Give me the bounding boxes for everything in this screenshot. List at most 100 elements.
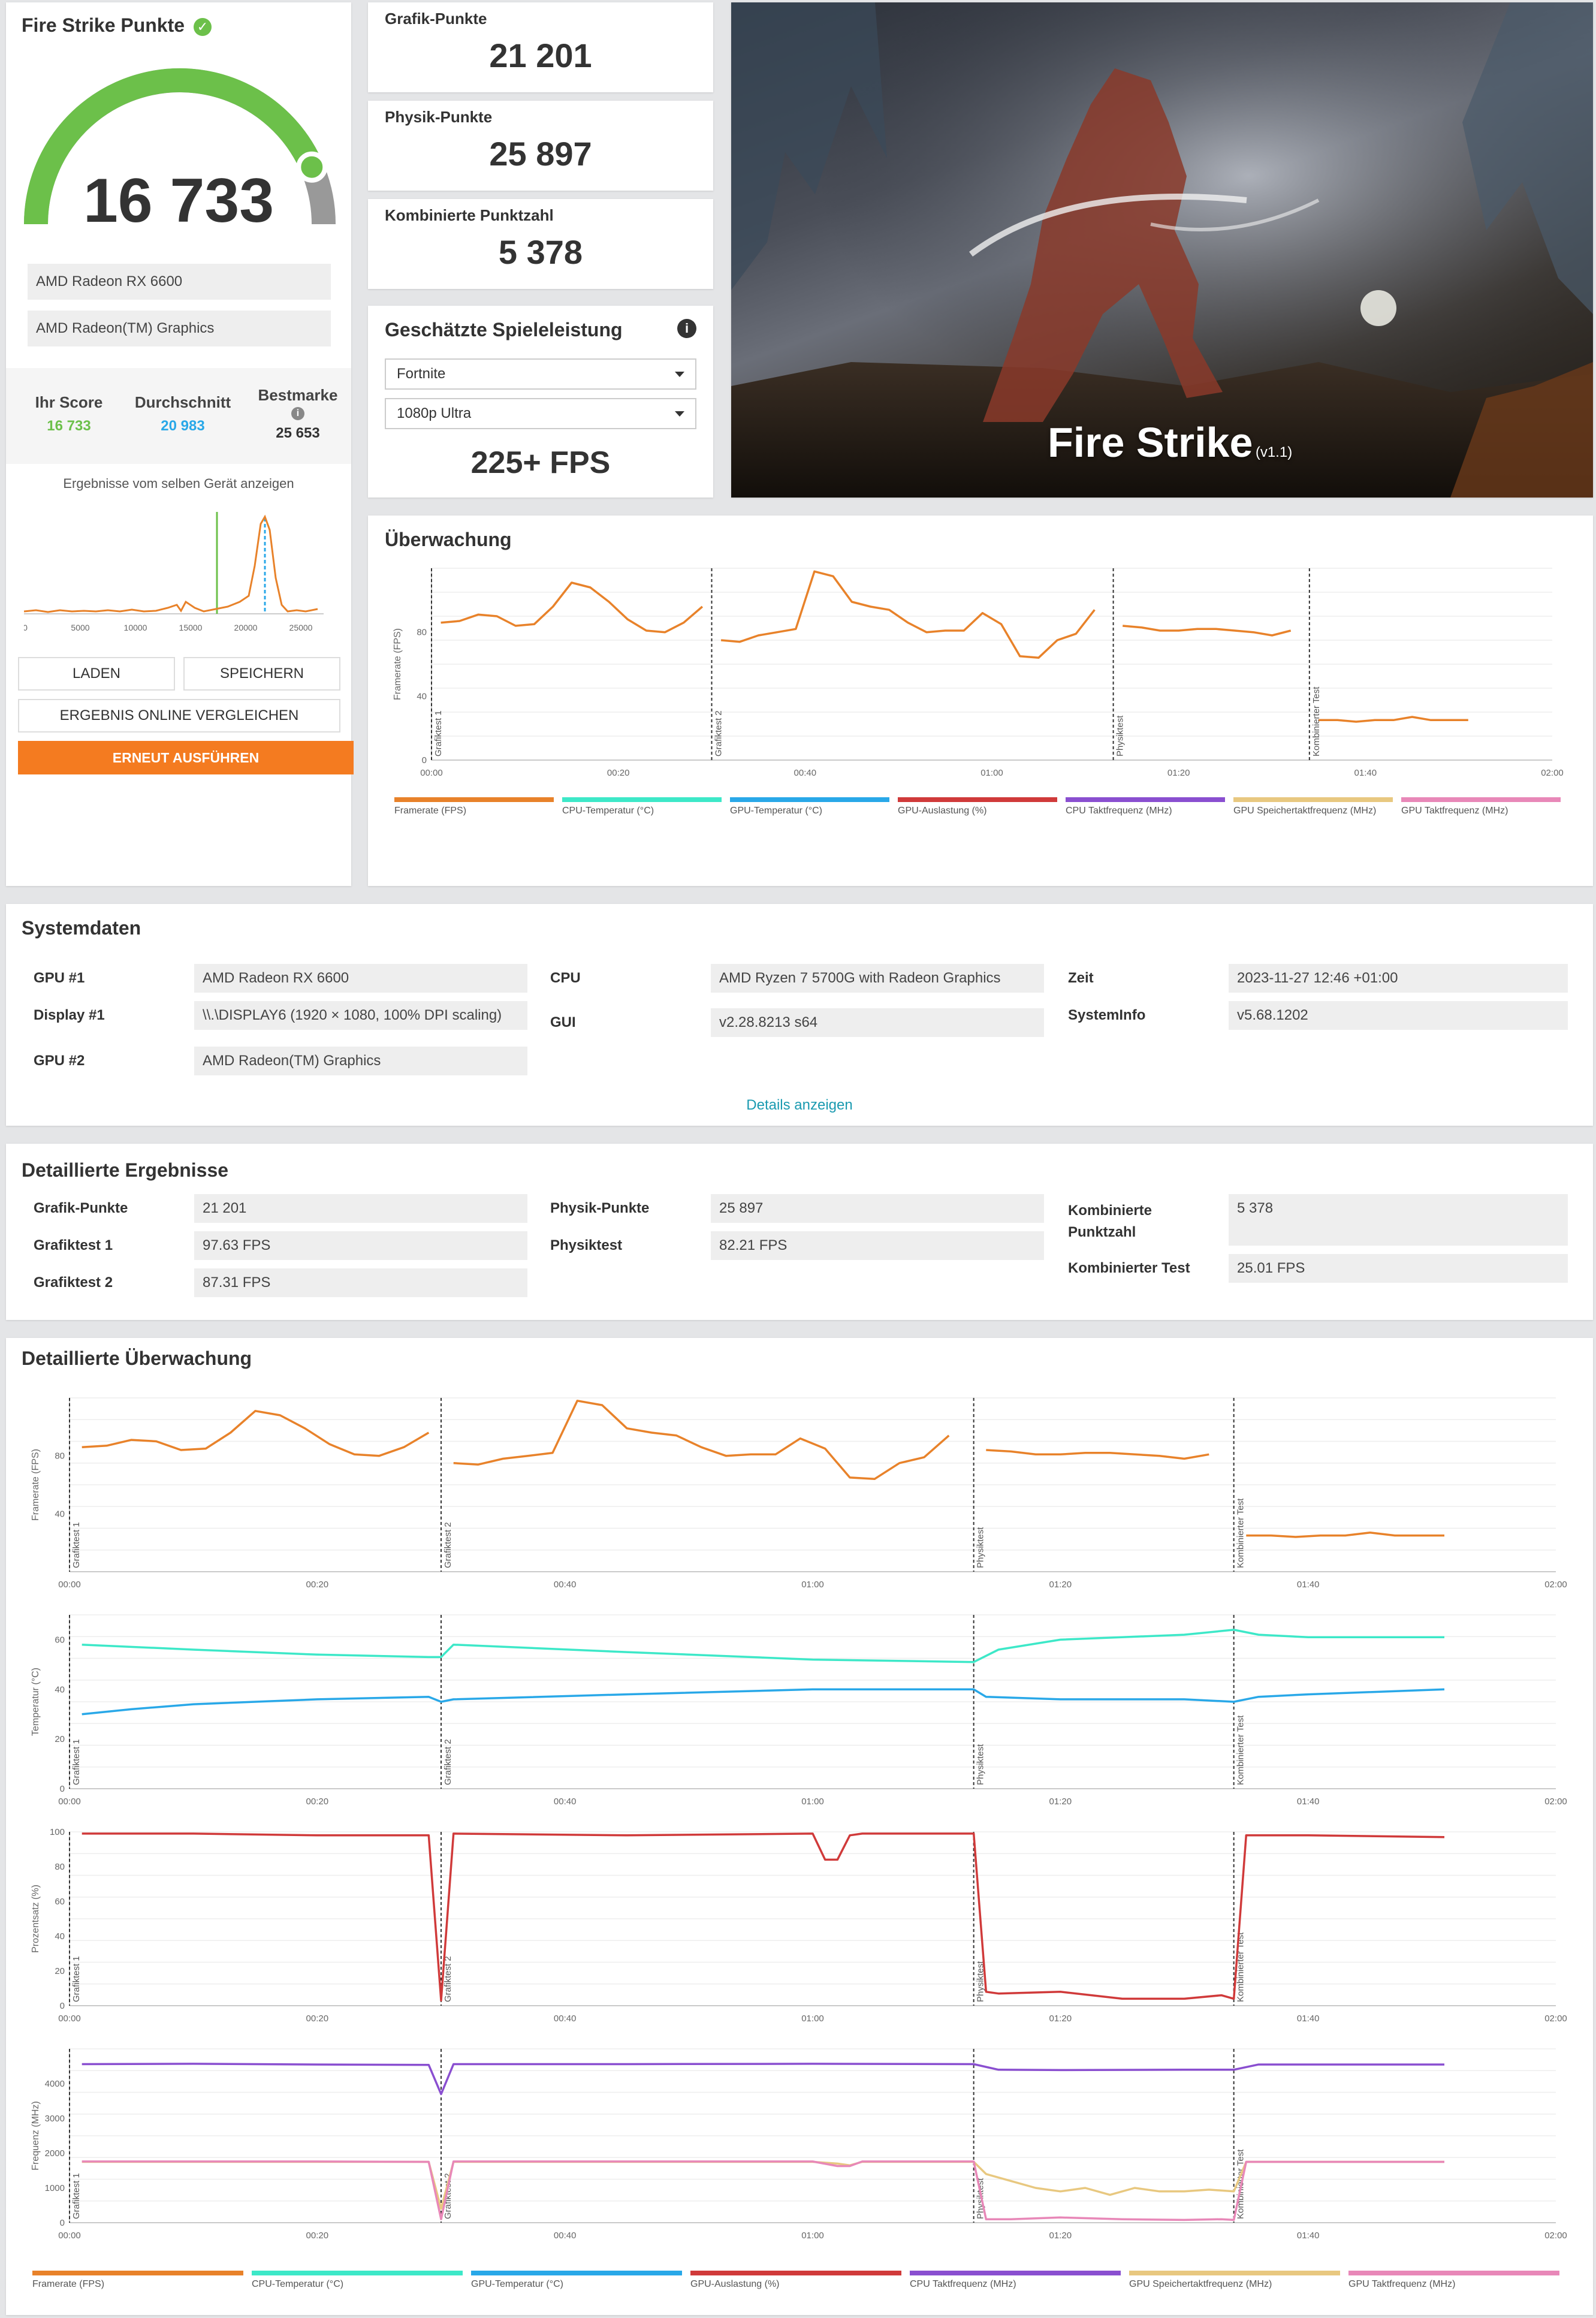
section-label: Grafiktest 2 bbox=[443, 1956, 453, 2002]
compare-online-button[interactable]: ERGEBNIS ONLINE VERGLEICHEN bbox=[18, 699, 340, 733]
monitor-xtick: 02:00 bbox=[1541, 768, 1564, 778]
legend-label: GPU Speichertaktfrequenz (MHz) bbox=[1233, 806, 1377, 816]
detail-1-xtick: 02:00 bbox=[1544, 1580, 1567, 1590]
monitoring-panel: Überwachung 0 40 80 Framerate (FPS) 00:00 00:… bbox=[368, 516, 1593, 886]
distribution-chart: 0 5000 10000 15000 20000 25000 bbox=[24, 512, 324, 632]
legend-swatch bbox=[32, 2271, 243, 2275]
legend-label: GPU Speichertaktfrequenz (MHz) bbox=[1129, 2279, 1272, 2289]
detail-1-ytick: 80 bbox=[55, 1451, 65, 1461]
detail-3-ytick: 80 bbox=[55, 1862, 65, 1872]
rerun-button[interactable]: ERNEUT AUSFÜHREN bbox=[18, 741, 354, 774]
legend-item[interactable]: CPU Taktfrequenz (MHz) bbox=[1066, 797, 1225, 816]
section-label: Grafiktest 1 bbox=[71, 1522, 82, 1568]
legend-item[interactable]: GPU-Temperatur (°C) bbox=[471, 2271, 682, 2290]
detail-2-ytick: 20 bbox=[55, 1734, 65, 1744]
detail-1-xtick: 01:00 bbox=[801, 1580, 824, 1590]
section-label: Grafiktest 2 bbox=[714, 710, 724, 756]
legend-label: CPU Taktfrequenz (MHz) bbox=[1066, 806, 1172, 816]
detail-4-ylabel: Frequenz (MHz) bbox=[31, 2101, 41, 2171]
info-icon[interactable]: i bbox=[291, 407, 304, 420]
legend-item[interactable]: CPU Taktfrequenz (MHz) bbox=[910, 2271, 1121, 2290]
detail-2-xtick: 01:00 bbox=[801, 1796, 824, 1807]
legend-label: CPU Taktfrequenz (MHz) bbox=[910, 2279, 1016, 2289]
section-label: Grafiktest 2 bbox=[443, 1522, 453, 1568]
legend-item[interactable]: Framerate (FPS) bbox=[394, 797, 554, 816]
section-label: Physiktest bbox=[1115, 715, 1126, 756]
detail-2-ytick: 40 bbox=[55, 1684, 65, 1695]
monitor-ytick: 40 bbox=[417, 691, 427, 701]
detail-3-ytick: 100 bbox=[50, 1827, 65, 1837]
detailed-results-panel: Detaillierte Ergebnisse Grafik-Punkte 21… bbox=[6, 1144, 1593, 1320]
monitor-xtick: 00:20 bbox=[607, 768, 630, 778]
monitor-xtick: 01:00 bbox=[980, 768, 1003, 778]
section-label: Grafiktest 1 bbox=[71, 1739, 82, 1785]
detail-3-xtick: 00:20 bbox=[306, 2013, 329, 2024]
legend-swatch bbox=[1129, 2271, 1340, 2275]
legend-label: CPU-Temperatur (°C) bbox=[252, 2279, 344, 2289]
details-link[interactable]: Details anzeigen bbox=[746, 1097, 853, 1113]
legend-swatch bbox=[1348, 2271, 1559, 2275]
dist-tick-label: 15000 bbox=[179, 623, 203, 632]
score-title: Fire Strike Punkte ✓ bbox=[22, 14, 212, 37]
detail-1-xtick: 00:40 bbox=[554, 1580, 577, 1590]
section-label: Grafiktest 1 bbox=[71, 1956, 82, 2002]
detail-4-xtick: 01:40 bbox=[1297, 2230, 1320, 2241]
detailed-monitoring-panel: Detaillierte Überwachung 40 80 Framerate (… bbox=[6, 1338, 1593, 2315]
detail-3-xtick: 00:40 bbox=[554, 2013, 577, 2024]
monitor-xtick: 01:20 bbox=[1167, 768, 1190, 778]
legend-item[interactable]: GPU Speichertaktfrequenz (MHz) bbox=[1233, 797, 1393, 816]
detail-4-ytick: 2000 bbox=[45, 2148, 65, 2159]
same-device-label[interactable]: Ergebnisse vom selben Gerät anzeigen bbox=[63, 476, 294, 491]
legend-swatch bbox=[910, 2271, 1121, 2275]
detail-3-ytick: 0 bbox=[60, 2001, 65, 2011]
legend-item[interactable]: GPU-Auslastung (%) bbox=[690, 2271, 901, 2290]
game-select[interactable]: Fortnite bbox=[385, 358, 696, 390]
detail-4-ytick: 0 bbox=[60, 2218, 65, 2228]
legend-item[interactable]: Framerate (FPS) bbox=[32, 2271, 243, 2290]
detail-3-series-line bbox=[82, 1832, 1445, 2002]
legend-label: GPU-Auslastung (%) bbox=[898, 806, 987, 816]
detail-2-ytick: 0 bbox=[60, 1784, 65, 1794]
legend-swatch bbox=[1066, 797, 1225, 802]
legend-swatch bbox=[252, 2271, 463, 2275]
detail-4-xtick: 01:20 bbox=[1049, 2230, 1072, 2241]
legend-item[interactable]: CPU-Temperatur (°C) bbox=[562, 797, 722, 816]
detail-1-series-line bbox=[1246, 1532, 1444, 1538]
info-icon[interactable]: i bbox=[677, 319, 696, 338]
device-1: AMD Radeon RX 6600 bbox=[28, 264, 331, 300]
detailed-results-title: Detaillierte Ergebnisse bbox=[22, 1159, 229, 1181]
preset-select[interactable]: 1080p Ultra bbox=[385, 398, 696, 429]
save-button[interactable]: SPEICHERN bbox=[183, 657, 340, 691]
dist-tick-label: 10000 bbox=[124, 623, 147, 632]
section-label: Grafiktest 1 bbox=[71, 2173, 82, 2219]
detail-1-xtick: 01:40 bbox=[1297, 1580, 1320, 1590]
detail-4-ytick: 4000 bbox=[45, 2079, 65, 2089]
legend-label: GPU-Temperatur (°C) bbox=[730, 806, 822, 816]
legend-item[interactable]: CPU-Temperatur (°C) bbox=[252, 2271, 463, 2290]
system-data-panel: Systemdaten GPU #1 AMD Radeon RX 6600 Di… bbox=[6, 904, 1593, 1126]
distribution-curve bbox=[24, 514, 318, 613]
detail-2-xtick: 00:00 bbox=[58, 1796, 81, 1807]
your-score: Ihr Score 16 733 bbox=[35, 393, 103, 434]
detail-1-xtick: 00:20 bbox=[306, 1580, 329, 1590]
legend-item[interactable]: GPU Taktfrequenz (MHz) bbox=[1401, 797, 1561, 816]
load-button[interactable]: LADEN bbox=[18, 657, 175, 691]
legend-item[interactable]: GPU Taktfrequenz (MHz) bbox=[1348, 2271, 1559, 2290]
device-2: AMD Radeon(TM) Graphics bbox=[28, 311, 331, 346]
dist-tick-label: 20000 bbox=[234, 623, 258, 632]
check-icon: ✓ bbox=[193, 17, 212, 36]
detail-3-xtick: 01:40 bbox=[1297, 2013, 1320, 2024]
section-label: Kombinierter Test bbox=[1236, 1498, 1246, 1568]
monitor-series-line bbox=[1123, 625, 1292, 637]
detail-3-ylabel: Prozentsatz (%) bbox=[31, 1885, 41, 1953]
legend-swatch bbox=[690, 2271, 901, 2275]
detail-4-xtick: 00:20 bbox=[306, 2230, 329, 2241]
system-data-title: Systemdaten bbox=[22, 917, 141, 939]
detail-2-xtick: 00:40 bbox=[554, 1796, 577, 1807]
monitor-ylabel: Framerate (FPS) bbox=[393, 628, 403, 700]
legend-item[interactable]: GPU-Auslastung (%) bbox=[898, 797, 1057, 816]
legend-item[interactable]: GPU Speichertaktfrequenz (MHz) bbox=[1129, 2271, 1340, 2290]
dist-tick-label: 5000 bbox=[71, 623, 89, 632]
legend-item[interactable]: GPU-Temperatur (°C) bbox=[730, 797, 889, 816]
